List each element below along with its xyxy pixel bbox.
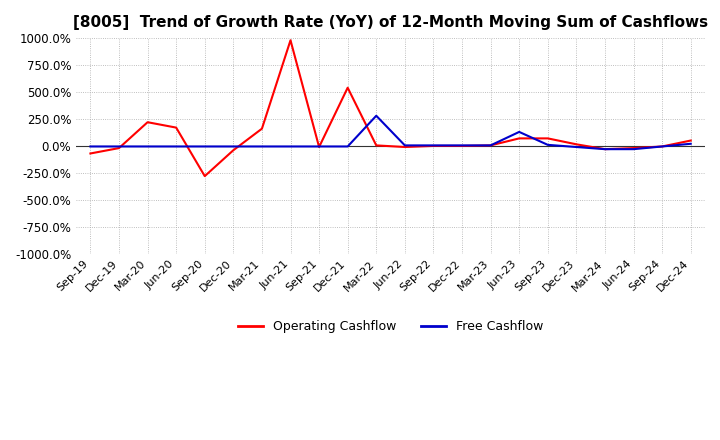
Operating Cashflow	[572, 142, 581, 147]
Legend: Operating Cashflow, Free Cashflow: Operating Cashflow, Free Cashflow	[233, 315, 549, 338]
Operating Cashflow	[544, 136, 552, 141]
Operating Cashflow	[400, 144, 409, 150]
Free Cashflow	[372, 113, 381, 118]
Operating Cashflow	[515, 136, 523, 141]
Free Cashflow	[258, 144, 266, 149]
Free Cashflow	[143, 144, 152, 149]
Operating Cashflow	[629, 146, 638, 151]
Free Cashflow	[658, 144, 667, 149]
Free Cashflow	[172, 144, 181, 149]
Operating Cashflow	[600, 147, 609, 152]
Free Cashflow	[458, 143, 467, 148]
Free Cashflow	[200, 144, 209, 149]
Operating Cashflow	[114, 146, 123, 151]
Operating Cashflow	[458, 143, 467, 149]
Operating Cashflow	[143, 120, 152, 125]
Operating Cashflow	[343, 85, 352, 90]
Line: Operating Cashflow: Operating Cashflow	[91, 40, 690, 176]
Free Cashflow	[600, 147, 609, 152]
Operating Cashflow	[658, 144, 667, 149]
Operating Cashflow	[486, 143, 495, 148]
Free Cashflow	[544, 142, 552, 147]
Free Cashflow	[315, 144, 323, 149]
Operating Cashflow	[200, 173, 209, 179]
Free Cashflow	[486, 143, 495, 148]
Free Cashflow	[343, 144, 352, 149]
Free Cashflow	[515, 129, 523, 135]
Line: Free Cashflow: Free Cashflow	[91, 116, 690, 149]
Operating Cashflow	[429, 143, 438, 149]
Operating Cashflow	[86, 151, 95, 156]
Free Cashflow	[86, 144, 95, 149]
Operating Cashflow	[258, 126, 266, 131]
Free Cashflow	[686, 141, 695, 147]
Operating Cashflow	[229, 147, 238, 153]
Free Cashflow	[286, 144, 294, 149]
Free Cashflow	[229, 144, 238, 149]
Free Cashflow	[572, 144, 581, 150]
Operating Cashflow	[315, 144, 323, 150]
Operating Cashflow	[172, 125, 181, 130]
Operating Cashflow	[286, 38, 294, 43]
Free Cashflow	[629, 147, 638, 152]
Free Cashflow	[429, 143, 438, 148]
Operating Cashflow	[372, 143, 381, 148]
Free Cashflow	[114, 144, 123, 149]
Free Cashflow	[400, 143, 409, 148]
Operating Cashflow	[686, 138, 695, 143]
Title: [8005]  Trend of Growth Rate (YoY) of 12-Month Moving Sum of Cashflows: [8005] Trend of Growth Rate (YoY) of 12-…	[73, 15, 708, 30]
